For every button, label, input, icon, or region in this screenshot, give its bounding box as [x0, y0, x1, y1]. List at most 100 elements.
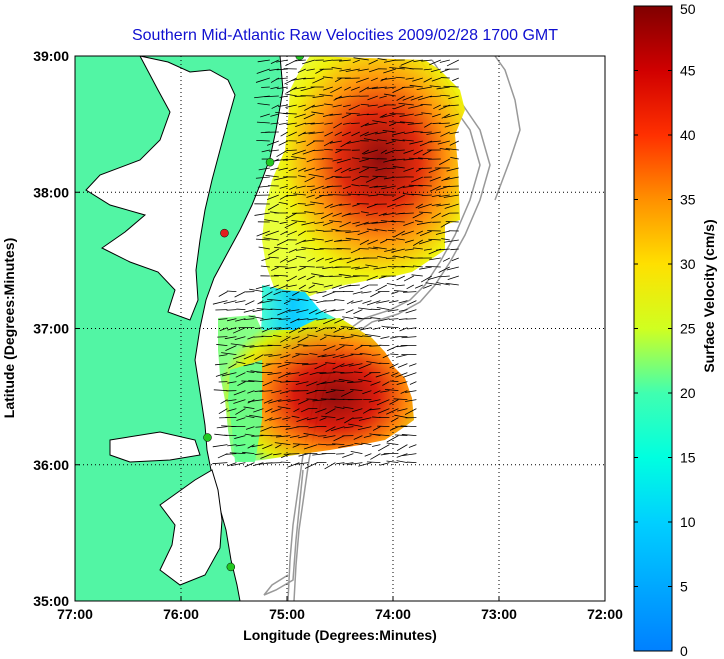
velocity-vector [298, 399, 309, 405]
velocity-vector [325, 176, 333, 180]
velocity-vector [449, 140, 459, 146]
velocity-vector [382, 130, 396, 133]
velocity-vector [278, 202, 288, 205]
velocity-vector [329, 113, 342, 116]
velocity-vector [235, 408, 246, 415]
velocity-vector [440, 221, 451, 228]
velocity-vector [346, 462, 363, 466]
velocity-vector [311, 111, 324, 115]
velocity-vector [350, 450, 363, 455]
velocity-vector [405, 77, 414, 80]
velocity-vector [424, 122, 432, 128]
velocity-vector [302, 239, 315, 242]
y-axis-ticks: 39:00 38:00 37:00 36:00 35:00 [33, 48, 80, 609]
velocity-vector [338, 257, 351, 260]
velocity-vector [403, 149, 414, 154]
velocity-vector [295, 353, 309, 356]
velocity-vector [233, 390, 246, 396]
velocity-vector [323, 345, 336, 351]
y-axis-label: Latitude (Degrees:Minutes) [1, 238, 17, 418]
velocity-vector [320, 212, 333, 219]
velocity-vector [382, 354, 390, 359]
velocity-vector [311, 273, 324, 277]
velocity-vector [308, 284, 315, 289]
velocity-vector [279, 390, 291, 394]
velocity-vector [444, 203, 459, 209]
velocity-vector [306, 140, 316, 147]
velocity-vector [345, 237, 360, 241]
velocity-vector [443, 185, 459, 188]
velocity-vector [298, 131, 306, 137]
velocity-vector [295, 462, 309, 465]
velocity-vector [421, 112, 432, 115]
velocity-vector [351, 300, 363, 304]
velocity-vector [367, 86, 378, 90]
velocity-vector [402, 139, 414, 142]
velocity-vector [405, 309, 417, 314]
velocity-vector [247, 444, 255, 449]
velocity-vector [336, 417, 345, 421]
velocity-vector [306, 390, 318, 395]
velocity-vector [310, 185, 324, 192]
velocity-vector [358, 167, 369, 174]
y-tick-label: 39:00 [33, 48, 69, 64]
velocity-vector [416, 86, 432, 91]
velocity-vector [369, 185, 378, 189]
velocity-vector [303, 77, 315, 80]
velocity-vector [264, 95, 279, 98]
velocity-vector [248, 380, 264, 383]
velocity-vector [333, 371, 345, 374]
velocity-vector [358, 248, 369, 250]
velocity-vector [452, 77, 459, 82]
velocity-vector [322, 158, 333, 160]
velocity-vector [383, 68, 396, 74]
velocity-vector [398, 212, 414, 215]
velocity-vector [261, 86, 270, 88]
colorbar-tick-label: 15 [680, 450, 696, 466]
velocity-vector [264, 219, 279, 223]
velocity-vector [363, 221, 378, 225]
velocity-vector [230, 343, 246, 347]
velocity-vector [301, 247, 315, 250]
velocity-vector [369, 345, 381, 347]
x-tick-label: 76:00 [163, 606, 199, 622]
colorbar-tick-label: 35 [680, 192, 696, 208]
velocity-vector [333, 327, 345, 333]
velocity-vector [282, 158, 297, 161]
velocity-vector [399, 327, 408, 332]
velocity-vector [436, 282, 450, 286]
velocity-vector [427, 275, 441, 281]
velocity-vector [400, 425, 417, 428]
velocity-vector [297, 230, 307, 236]
velocity-vector [309, 353, 318, 356]
velocity-vector [263, 237, 279, 241]
velocity-vector [440, 131, 450, 137]
radar-station-marker [220, 228, 229, 238]
velocity-vector [257, 103, 270, 106]
velocity-vector [270, 59, 279, 65]
velocity-vector [353, 435, 363, 440]
velocity-vector [392, 86, 405, 93]
velocity-vector [371, 86, 387, 90]
velocity-vector [398, 102, 414, 106]
velocity-vector [370, 453, 381, 460]
velocity-vector [378, 212, 387, 217]
velocity-vector [335, 176, 351, 178]
velocity-vector [252, 462, 264, 467]
velocity-vector [284, 77, 297, 85]
velocity-vector [270, 86, 279, 90]
velocity-vector [336, 462, 345, 465]
velocity-vector [323, 334, 336, 338]
velocity-vector [429, 185, 441, 192]
velocity-vector [352, 408, 363, 413]
velocity-vector [253, 336, 264, 338]
velocity-vector [286, 149, 297, 152]
velocity-vector [334, 131, 342, 136]
velocity-vector [393, 194, 405, 201]
velocity-vector [380, 390, 390, 393]
velocity-vector [446, 266, 459, 271]
velocity-vector [276, 149, 289, 158]
velocity-vector [291, 220, 306, 223]
velocity-vector [302, 131, 315, 135]
velocity-vector [289, 298, 300, 302]
